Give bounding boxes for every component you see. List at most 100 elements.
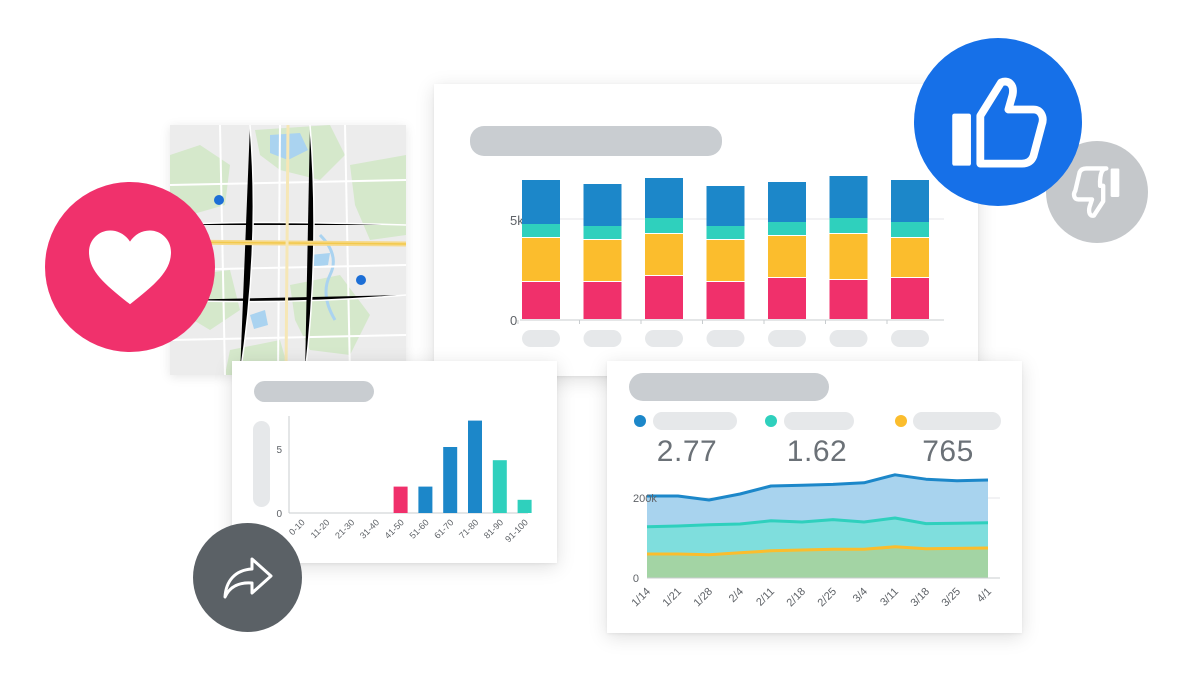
- x-tick-label: 51-60: [407, 517, 430, 540]
- area-chart: 200k 0 1/14 1/21 1/28 2/4 2/11 2/18 2/25 3/4 3/1…: [629, 473, 1000, 610]
- share-arrow-icon: [223, 557, 272, 598]
- stacked-bar-segment[interactable]: [829, 280, 868, 319]
- chart-title-placeholder: [254, 381, 374, 402]
- stat-value-yellow: 765: [922, 435, 974, 468]
- legend-dot-blue: [634, 415, 646, 427]
- x-tick-label: 2/25: [815, 586, 839, 610]
- x-tick-label: 2/18: [784, 586, 808, 610]
- stacked-bar-segment[interactable]: [829, 176, 868, 218]
- chart-title-placeholder: [470, 126, 722, 156]
- stacked-bar-segment[interactable]: [768, 236, 806, 277]
- stacked-bar-segment[interactable]: [645, 234, 683, 275]
- map-marker[interactable]: [356, 275, 366, 285]
- x-tick-label: 41-50: [383, 517, 406, 540]
- map-marker[interactable]: [214, 195, 224, 205]
- area-chart-card: 2.77 1.62 765 200k 0 1/14 1/21 1/28 2/4 2/11…: [607, 361, 1022, 633]
- stat-value-blue: 2.77: [656, 435, 718, 468]
- heart-icon: [89, 230, 171, 305]
- stacked-bar-segment[interactable]: [891, 238, 929, 277]
- stacked-bar-segment[interactable]: [583, 240, 622, 281]
- stacked-bar-card: 5k 0: [434, 84, 978, 376]
- histogram-bar[interactable]: [492, 460, 507, 513]
- legend-dot-yellow: [895, 415, 907, 427]
- histogram-bar[interactable]: [393, 486, 408, 513]
- chart-title-placeholder: [629, 373, 829, 401]
- x-tick-label: 1/28: [691, 586, 715, 610]
- y-tick-label: 5: [276, 445, 282, 456]
- x-tick-placeholder: [829, 330, 868, 347]
- x-tick-placeholder: [583, 330, 622, 347]
- y-tick-label: 200k: [633, 493, 657, 505]
- x-tick-placeholder: [768, 330, 806, 347]
- thumbs-up-icon: [952, 77, 1047, 168]
- x-tick-label: 3/25: [939, 586, 963, 610]
- x-tick-placeholder: [891, 330, 929, 347]
- x-tick-label: 81-90: [482, 517, 505, 540]
- x-tick-label: 0-10: [287, 517, 307, 537]
- x-tick-label: 2/4: [727, 586, 746, 605]
- x-tick-label: 11-20: [309, 517, 332, 540]
- stacked-bar-segment[interactable]: [706, 282, 745, 319]
- stacked-bar-segment[interactable]: [891, 222, 929, 237]
- x-tick-label: 1/21: [660, 586, 684, 610]
- x-tick-label: 4/1: [975, 586, 994, 605]
- histogram-bar[interactable]: [517, 499, 532, 513]
- x-tick-label: 1/14: [629, 586, 653, 610]
- area-series-line[interactable]: [647, 473, 989, 502]
- stacked-bar-segment[interactable]: [768, 222, 806, 235]
- legend-label-placeholder: [784, 412, 854, 430]
- stacked-bar-segment[interactable]: [706, 240, 745, 281]
- stacked-bar-segment[interactable]: [583, 282, 622, 319]
- x-tick-label: 2/11: [754, 586, 777, 609]
- stacked-bar-segment[interactable]: [522, 180, 560, 224]
- stacked-bar-segment[interactable]: [768, 182, 806, 222]
- x-tick-placeholder: [706, 330, 745, 347]
- thumbs-down-icon: [1071, 166, 1120, 218]
- share-button[interactable]: [193, 523, 302, 632]
- stacked-bar-segment[interactable]: [768, 278, 806, 319]
- stacked-bar-segment[interactable]: [829, 218, 868, 233]
- stacked-bar-segment[interactable]: [829, 234, 868, 279]
- histogram-bar[interactable]: [443, 447, 458, 513]
- stacked-bar-segment[interactable]: [891, 278, 929, 319]
- y-axis-title-placeholder: [253, 421, 270, 507]
- y-tick-label: 0: [276, 509, 282, 520]
- stacked-bar-segment[interactable]: [706, 186, 745, 226]
- y-tick-label: 5k: [510, 213, 524, 228]
- stacked-bar-segment[interactable]: [645, 178, 683, 218]
- x-tick-label: 61-70: [432, 517, 455, 540]
- histogram-card: 5 0 0-10 11-20 21-30 31-40 41-50 51-60 61-70 71…: [232, 361, 557, 563]
- legend-dot-teal: [765, 415, 777, 427]
- legend-label-placeholder: [913, 412, 1001, 430]
- stat-value-teal: 1.62: [786, 435, 848, 468]
- heart-button[interactable]: [45, 182, 215, 352]
- x-tick-label: 3/4: [851, 586, 870, 605]
- thumbs-up-button[interactable]: [914, 38, 1082, 206]
- stacked-bar-segment[interactable]: [645, 276, 683, 319]
- area-series-line[interactable]: [647, 545, 989, 557]
- stacked-bar-segment[interactable]: [891, 180, 929, 222]
- histogram-chart: 5 0 0-10 11-20 21-30 31-40 41-50 51-60 61-70 71…: [276, 416, 532, 544]
- stacked-bar-segment[interactable]: [706, 226, 745, 239]
- x-tick-label: 91-100: [503, 517, 530, 544]
- stacked-bar-segment[interactable]: [522, 282, 560, 319]
- y-tick-label: 0: [510, 313, 517, 328]
- stacked-bar-segment[interactable]: [583, 226, 622, 239]
- stacked-bar-segment[interactable]: [522, 238, 560, 281]
- x-tick-label: 71-80: [457, 517, 480, 540]
- legend-label-placeholder: [653, 412, 737, 430]
- x-tick-placeholder: [645, 330, 683, 347]
- histogram-bar[interactable]: [418, 486, 433, 513]
- stacked-bar-segment[interactable]: [583, 184, 622, 226]
- stacked-bar-segment[interactable]: [522, 224, 560, 237]
- stacked-bar-chart: 5k 0: [510, 176, 944, 347]
- y-tick-label: 0: [633, 573, 639, 585]
- x-tick-label: 3/11: [878, 586, 901, 609]
- x-tick-label: 3/18: [908, 586, 932, 610]
- x-tick-placeholder: [522, 330, 560, 347]
- stacked-bar-segment[interactable]: [645, 218, 683, 233]
- area-series-line[interactable]: [646, 516, 989, 529]
- x-tick-label: 21-30: [333, 517, 356, 540]
- x-tick-label: 31-40: [358, 517, 381, 540]
- histogram-bar[interactable]: [468, 420, 482, 513]
